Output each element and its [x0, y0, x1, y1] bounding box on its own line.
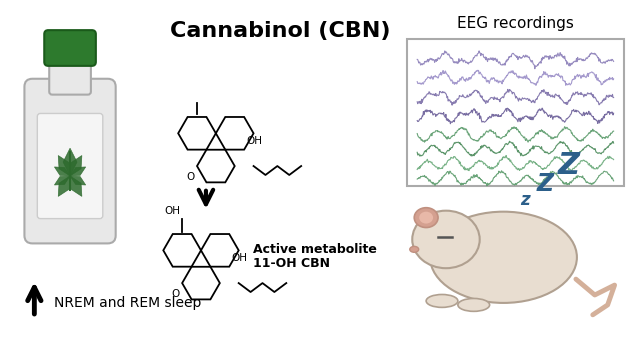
- Ellipse shape: [430, 212, 577, 303]
- Text: OH: OH: [164, 206, 180, 216]
- Polygon shape: [55, 167, 70, 176]
- Text: Z: Z: [537, 172, 554, 196]
- Text: Z: Z: [558, 150, 580, 180]
- Ellipse shape: [410, 246, 419, 252]
- Polygon shape: [58, 156, 70, 176]
- Text: Cannabinol (CBN): Cannabinol (CBN): [170, 21, 390, 41]
- FancyBboxPatch shape: [44, 30, 96, 66]
- Polygon shape: [55, 176, 70, 185]
- Ellipse shape: [419, 212, 433, 224]
- FancyBboxPatch shape: [49, 54, 91, 95]
- FancyBboxPatch shape: [37, 114, 103, 219]
- Text: O: O: [186, 172, 194, 182]
- Text: z: z: [521, 191, 530, 209]
- Text: OH: OH: [231, 253, 247, 263]
- Text: OH: OH: [246, 136, 262, 146]
- Polygon shape: [70, 176, 85, 185]
- FancyBboxPatch shape: [24, 79, 116, 244]
- Polygon shape: [63, 148, 77, 176]
- Text: 11-OH CBN: 11-OH CBN: [252, 257, 329, 270]
- Text: EEG recordings: EEG recordings: [457, 16, 574, 31]
- Ellipse shape: [414, 208, 438, 227]
- Ellipse shape: [412, 211, 480, 268]
- Polygon shape: [70, 176, 82, 196]
- Polygon shape: [70, 156, 82, 176]
- Text: O: O: [171, 289, 179, 299]
- Text: Active metabolite: Active metabolite: [252, 243, 376, 256]
- Polygon shape: [70, 167, 85, 176]
- Text: NREM and REM sleep: NREM and REM sleep: [54, 296, 202, 310]
- Polygon shape: [58, 176, 70, 196]
- Ellipse shape: [426, 294, 458, 307]
- Ellipse shape: [458, 299, 490, 311]
- FancyBboxPatch shape: [407, 39, 623, 186]
